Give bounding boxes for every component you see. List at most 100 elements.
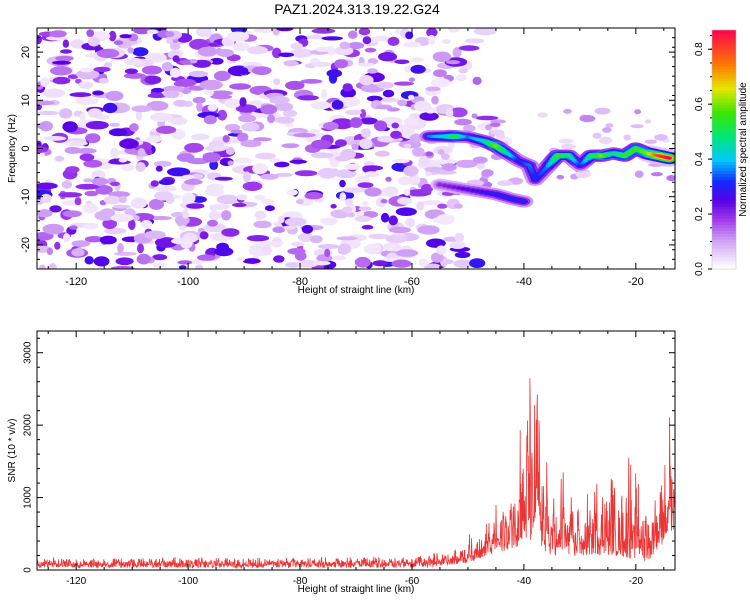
noise-blob bbox=[62, 210, 82, 218]
noise-blob bbox=[267, 114, 276, 124]
noise-blob bbox=[78, 81, 94, 89]
noise-blob bbox=[485, 124, 492, 131]
noise-blob bbox=[286, 189, 298, 196]
noise-blob bbox=[37, 232, 54, 241]
noise-blob bbox=[241, 122, 260, 132]
noise-blob bbox=[449, 241, 466, 250]
noise-blob bbox=[440, 153, 450, 160]
noise-blob bbox=[69, 225, 78, 230]
noise-blob bbox=[199, 79, 223, 91]
secondary-track-mark bbox=[488, 191, 494, 196]
colorbar-segment bbox=[712, 245, 736, 249]
signal-track-mark bbox=[530, 173, 536, 177]
colorbar-segment bbox=[712, 131, 736, 136]
noise-blob bbox=[163, 90, 180, 99]
noise-blob bbox=[74, 197, 82, 206]
snr-series-line bbox=[37, 378, 675, 570]
secondary-track-mark bbox=[437, 183, 443, 187]
noise-blob bbox=[436, 245, 447, 255]
noise-blob bbox=[42, 88, 65, 98]
secondary-track-mark bbox=[479, 190, 485, 194]
noise-blob bbox=[458, 67, 468, 74]
noise-blob bbox=[79, 153, 95, 162]
colorbar-segment bbox=[712, 182, 736, 186]
noise-blob bbox=[409, 133, 423, 144]
bottom-y-axis-label: SNR (10 * v/v) bbox=[7, 419, 18, 483]
noise-blob bbox=[358, 206, 372, 211]
noise-blob bbox=[344, 163, 361, 170]
noise-blob bbox=[361, 224, 374, 230]
noise-blob bbox=[495, 132, 506, 140]
noise-blob bbox=[385, 234, 408, 244]
noise-blob bbox=[404, 65, 413, 73]
noise-blob bbox=[37, 122, 48, 129]
noise-blob bbox=[395, 29, 402, 35]
bottom-y-tick-label: 1000 bbox=[23, 486, 34, 509]
noise-blob bbox=[408, 174, 421, 186]
noise-blob bbox=[103, 195, 122, 205]
noise-blob bbox=[433, 170, 457, 175]
noise-blob bbox=[283, 60, 299, 67]
noise-blob bbox=[268, 157, 282, 163]
noise-blob bbox=[388, 226, 411, 234]
noise-blob bbox=[291, 241, 304, 247]
colorbar-segment bbox=[712, 119, 736, 124]
noise-blob bbox=[70, 39, 85, 49]
noise-blob bbox=[432, 51, 452, 63]
top-x-tick-label: -60 bbox=[404, 276, 420, 288]
colorbar-segment bbox=[712, 56, 736, 61]
noise-blob bbox=[150, 180, 159, 187]
noise-blob bbox=[341, 206, 353, 213]
noise-blob bbox=[92, 90, 104, 96]
noise-blob bbox=[634, 170, 644, 178]
noise-blob bbox=[377, 135, 394, 143]
noise-blob bbox=[224, 123, 241, 132]
noise-blob bbox=[385, 244, 397, 252]
noise-blob bbox=[117, 243, 124, 254]
noise-blob bbox=[50, 66, 73, 76]
noise-blob bbox=[355, 175, 370, 185]
colorbar-segment bbox=[712, 113, 736, 118]
noise-blob bbox=[563, 108, 572, 114]
secondary-track-mark bbox=[460, 187, 466, 191]
noise-blob bbox=[227, 160, 234, 166]
noise-blob bbox=[217, 109, 228, 121]
top-y-tick-label: -20 bbox=[20, 237, 32, 253]
noise-blob bbox=[82, 203, 99, 214]
noise-blob bbox=[155, 237, 178, 248]
noise-blob bbox=[310, 101, 332, 110]
noise-blob bbox=[113, 40, 124, 45]
colorbar-segment bbox=[712, 86, 736, 91]
noise-blob bbox=[403, 165, 419, 177]
noise-blob bbox=[152, 262, 167, 268]
noise-blob bbox=[152, 254, 168, 261]
top-x-axis-label: Height of straight line (km) bbox=[298, 285, 415, 296]
noise-blob bbox=[104, 227, 127, 235]
secondary-track-mark bbox=[484, 191, 489, 195]
colorbar-segment bbox=[712, 41, 736, 46]
noise-blob bbox=[382, 89, 395, 98]
noise-blob bbox=[79, 113, 86, 121]
noise-blob bbox=[210, 90, 233, 96]
noise-blob bbox=[242, 181, 263, 191]
noise-blob bbox=[62, 121, 78, 133]
noise-blob bbox=[274, 116, 295, 124]
figure-title: PAZ1.2024.313.19.22.G24 bbox=[274, 1, 440, 17]
noise-blob bbox=[390, 130, 402, 139]
colorbar-segment bbox=[712, 38, 736, 43]
noise-blob bbox=[93, 66, 111, 72]
noise-blob bbox=[216, 194, 239, 205]
noise-blob bbox=[455, 74, 467, 82]
noise-blob bbox=[236, 194, 248, 201]
noise-blob bbox=[340, 148, 356, 160]
noise-blob bbox=[207, 104, 218, 112]
noise-blob bbox=[54, 241, 61, 250]
noise-blob bbox=[230, 129, 243, 134]
noise-blob bbox=[537, 112, 548, 118]
noise-blob bbox=[634, 109, 642, 115]
noise-blob bbox=[224, 98, 241, 109]
noise-blob bbox=[408, 77, 415, 82]
noise-blob bbox=[344, 198, 354, 206]
noise-blob bbox=[285, 80, 305, 90]
noise-blob bbox=[84, 190, 99, 197]
